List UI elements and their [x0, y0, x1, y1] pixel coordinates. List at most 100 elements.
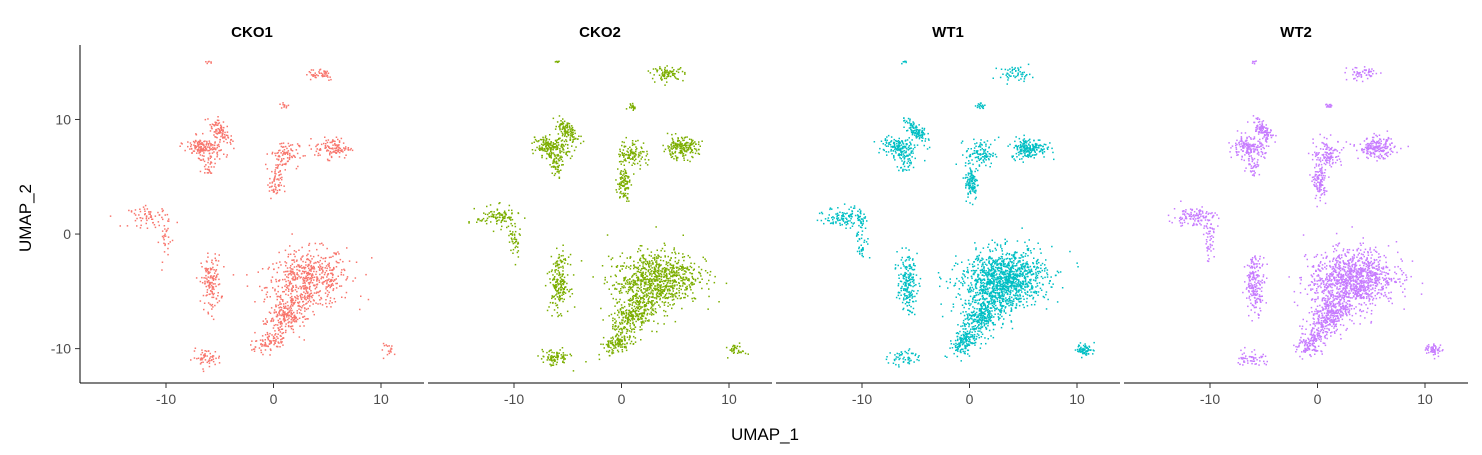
point	[740, 351, 742, 354]
point	[283, 151, 285, 154]
point	[295, 316, 297, 319]
point	[280, 341, 282, 343]
point	[629, 283, 631, 286]
point	[664, 280, 667, 282]
point	[489, 204, 492, 206]
point	[690, 266, 693, 269]
point	[692, 292, 694, 294]
point	[187, 141, 189, 143]
point	[321, 266, 324, 269]
point	[328, 278, 330, 280]
point	[713, 281, 716, 284]
point	[1012, 265, 1014, 268]
point	[694, 152, 697, 155]
point	[496, 216, 499, 219]
point	[982, 281, 984, 284]
panel-title: WT1	[932, 24, 964, 41]
point	[564, 130, 566, 133]
point	[283, 105, 286, 107]
point	[676, 297, 679, 300]
point	[1000, 277, 1003, 279]
point	[678, 287, 681, 289]
point	[655, 293, 658, 295]
point	[1019, 260, 1021, 262]
point	[310, 280, 312, 282]
point	[284, 169, 286, 171]
point	[628, 321, 630, 324]
point	[552, 143, 555, 146]
point	[192, 140, 195, 143]
point	[233, 147, 235, 150]
point	[982, 258, 984, 260]
point	[139, 210, 142, 213]
point	[331, 279, 333, 281]
point	[618, 338, 620, 340]
point	[681, 277, 683, 279]
point	[303, 272, 305, 274]
point	[560, 140, 563, 142]
point	[306, 254, 308, 257]
point	[622, 179, 625, 182]
point	[340, 150, 343, 152]
point	[157, 221, 160, 223]
point	[145, 216, 148, 218]
point	[698, 266, 700, 268]
point	[268, 311, 271, 313]
point	[1047, 298, 1049, 301]
point	[279, 334, 282, 337]
point	[219, 139, 221, 141]
point	[566, 135, 568, 138]
point	[666, 81, 668, 83]
point	[477, 218, 479, 220]
point	[312, 299, 315, 301]
point	[1005, 290, 1008, 292]
point	[558, 126, 561, 128]
point	[325, 143, 327, 145]
point	[498, 212, 500, 214]
point	[283, 106, 285, 108]
point	[352, 280, 354, 282]
point	[510, 233, 512, 235]
point	[971, 286, 974, 289]
point	[199, 359, 202, 361]
point	[562, 360, 564, 363]
point	[623, 176, 626, 178]
point	[287, 324, 290, 327]
point	[167, 243, 170, 245]
point	[619, 321, 621, 324]
point	[560, 315, 563, 317]
point	[171, 239, 174, 242]
point	[312, 276, 314, 279]
point	[658, 264, 660, 267]
point	[277, 164, 279, 166]
point	[209, 130, 212, 132]
point	[655, 256, 658, 258]
point	[637, 286, 640, 289]
point	[983, 261, 986, 263]
point	[292, 304, 294, 307]
point	[563, 357, 565, 359]
point	[618, 182, 621, 184]
point	[689, 142, 691, 145]
point	[621, 144, 623, 147]
point	[629, 323, 632, 325]
point	[511, 238, 513, 241]
point	[303, 271, 305, 273]
point	[613, 347, 615, 350]
point	[1005, 279, 1007, 281]
point	[1004, 238, 1006, 241]
point	[359, 308, 361, 311]
point	[277, 151, 279, 154]
point	[625, 265, 628, 267]
point	[635, 266, 637, 269]
point	[1024, 285, 1026, 288]
point	[683, 148, 685, 151]
point	[634, 326, 636, 328]
point	[633, 156, 636, 158]
point	[969, 286, 971, 289]
point	[698, 153, 701, 155]
point	[649, 282, 651, 285]
point	[634, 293, 637, 295]
point	[635, 146, 637, 148]
point	[627, 193, 629, 195]
